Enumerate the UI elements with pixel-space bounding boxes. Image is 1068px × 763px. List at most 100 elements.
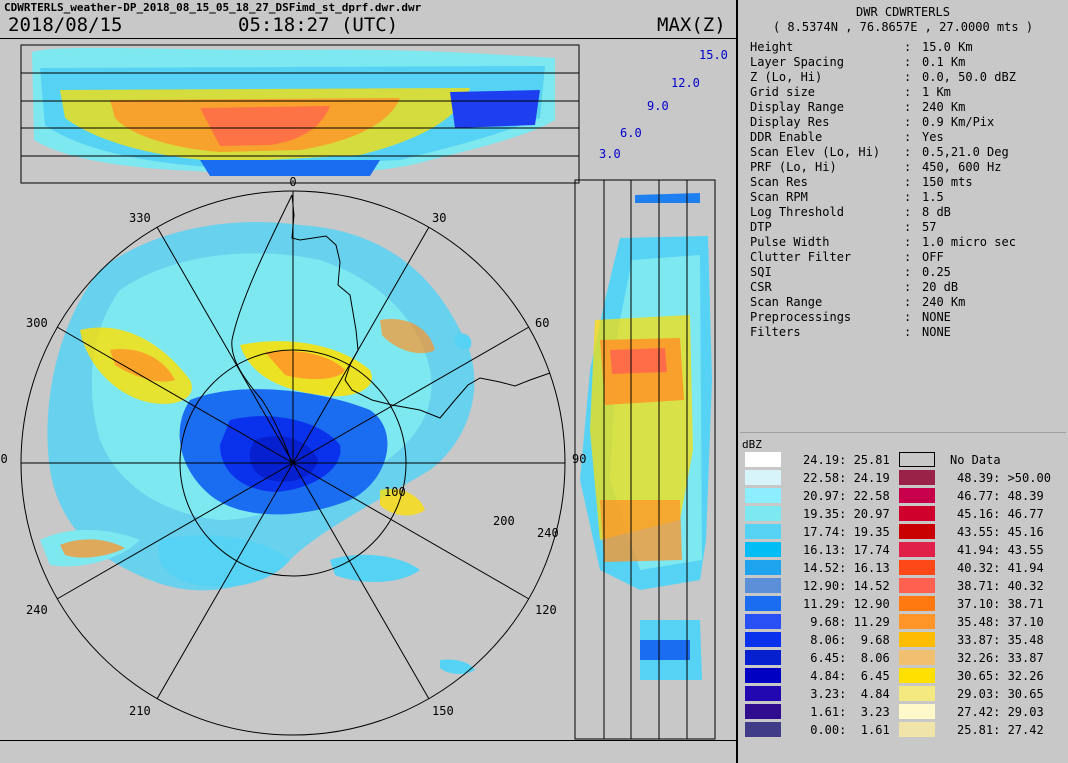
parameter-value: Yes xyxy=(922,130,944,144)
legend-swatch xyxy=(899,722,935,737)
parameter-value: 150 mts xyxy=(922,175,973,189)
parameter-row: PRF (Lo, Hi):450, 600 Hz xyxy=(750,160,1016,175)
height-tick-6: 6.0 xyxy=(620,126,642,140)
parameter-key: Pulse Width xyxy=(750,235,830,249)
legend-entry: 40.32: 41.94 xyxy=(899,560,1059,577)
parameter-separator: : xyxy=(904,175,912,189)
legend-range: 6.45: 8.06 xyxy=(803,651,890,665)
parameter-key: Filters xyxy=(750,325,801,339)
side-section-echo xyxy=(580,193,712,680)
legend-range: 29.03: 30.65 xyxy=(957,687,1044,701)
legend-swatch xyxy=(745,722,781,737)
parameter-row: Preprocessings: NONE xyxy=(750,310,1016,325)
legend-swatch xyxy=(899,650,935,665)
parameter-row: Log Threshold:8 dB xyxy=(750,205,1016,220)
parameter-value: 0.0, 50.0 dBZ xyxy=(922,70,1016,84)
legend-swatch xyxy=(745,470,781,485)
legend-entry: 1.61: 3.23 xyxy=(745,704,905,721)
parameter-separator: : xyxy=(904,295,912,309)
legend-entry: 19.35: 20.97 xyxy=(745,506,905,523)
legend-entry: 45.16: 46.77 xyxy=(899,506,1059,523)
legend-entry: 33.87: 35.48 xyxy=(899,632,1059,649)
coastline xyxy=(291,194,551,419)
range-label-100: 100 xyxy=(384,485,406,499)
parameter-separator: : xyxy=(904,310,912,324)
top-section-panel: 15.0 12.0 9.0 6.0 3.0 xyxy=(20,44,728,184)
parameter-separator: : xyxy=(904,130,912,144)
parameter-row: DTP:57 xyxy=(750,220,1016,235)
legend-entry: 8.06: 9.68 xyxy=(745,632,905,649)
legend-entry: 30.65: 32.26 xyxy=(899,668,1059,685)
parameter-table: Height:15.0 Km Layer Spacing:0.1 Km Z (Lo,… xyxy=(750,40,1016,340)
legend-swatch xyxy=(745,524,781,539)
parameter-row: Scan Res:150 mts xyxy=(750,175,1016,190)
legend-swatch xyxy=(745,452,781,467)
legend-entry: 17.74: 19.35 xyxy=(745,524,905,541)
legend-entry: 43.55: 45.16 xyxy=(899,524,1059,541)
parameter-row: Layer Spacing:0.1 Km xyxy=(750,55,1016,70)
legend-range: 12.90: 14.52 xyxy=(803,579,890,593)
legend-range: 16.13: 17.74 xyxy=(803,543,890,557)
parameter-row: DDR Enable: Yes xyxy=(750,130,1016,145)
parameter-separator: : xyxy=(904,70,912,84)
legend-entry: 16.13: 17.74 xyxy=(745,542,905,559)
legend-no-data-label: No Data xyxy=(950,453,1001,467)
azimuth-label-30: 30 xyxy=(432,211,446,225)
legend-range: 17.74: 19.35 xyxy=(803,525,890,539)
parameter-row: Z (Lo, Hi):0.0, 50.0 dBZ xyxy=(750,70,1016,85)
parameter-value: 0.5,21.0 Deg xyxy=(922,145,1009,159)
parameter-key: Scan RPM xyxy=(750,190,808,204)
legend-divider xyxy=(740,432,1066,433)
parameter-value: 1.0 micro sec xyxy=(922,235,1016,249)
legend-entry: 35.48: 37.10 xyxy=(899,614,1059,631)
legend-swatch xyxy=(745,650,781,665)
legend-swatch xyxy=(745,578,781,593)
parameter-row: Clutter Filter: OFF xyxy=(750,250,1016,265)
parameter-separator: : xyxy=(904,250,912,264)
parameter-key: Preprocessings xyxy=(750,310,852,324)
legend-entry: 25.81: 27.42 xyxy=(899,722,1059,739)
legend-range: 0.00: 1.61 xyxy=(803,723,890,737)
azimuth-label-0: 0 xyxy=(289,175,296,189)
parameter-value: 0.1 Km xyxy=(922,55,966,69)
legend-swatch xyxy=(745,632,781,647)
height-tick-3: 3.0 xyxy=(599,147,621,161)
legend-range: 1.61: 3.23 xyxy=(803,705,890,719)
date-label: 2018/08/15 xyxy=(8,14,123,36)
parameter-value: NONE xyxy=(922,325,951,339)
parameter-value: 0.25 xyxy=(922,265,951,279)
parameter-separator: : xyxy=(904,160,912,174)
parameter-row: Grid size:1 Km xyxy=(750,85,1016,100)
top-section-echo xyxy=(32,47,555,176)
parameter-separator: : xyxy=(904,55,912,69)
legend-range: 43.55: 45.16 xyxy=(957,525,1044,539)
legend-entry: 32.26: 33.87 xyxy=(899,650,1059,667)
parameter-key: Grid size xyxy=(750,85,816,99)
legend-range: 14.52: 16.13 xyxy=(803,561,890,575)
parameter-separator: : xyxy=(904,115,912,129)
parameter-separator: : xyxy=(904,190,912,204)
parameter-value: 8 dB xyxy=(922,205,951,219)
legend-range: 11.29: 12.90 xyxy=(803,597,890,611)
parameter-separator: : xyxy=(904,205,912,219)
azimuth-spokes xyxy=(21,191,565,700)
legend-range: 35.48: 37.10 xyxy=(957,615,1044,629)
parameter-row: Scan Elev (Lo, Hi):0.5,21.0 Deg xyxy=(750,145,1016,160)
legend-range: 24.19: 25.81 xyxy=(803,453,890,467)
parameter-separator: : xyxy=(904,280,912,294)
file-title: CDWRTERLS_weather-DP_2018_08_15_05_18_27… xyxy=(4,1,422,14)
legend-range: 4.84: 6.45 xyxy=(803,669,890,683)
legend-range: 8.06: 9.68 xyxy=(803,633,890,647)
parameter-separator: : xyxy=(904,145,912,159)
parameter-value: 450, 600 Hz xyxy=(922,160,1002,174)
height-tick-15: 15.0 xyxy=(699,48,728,62)
header-divider xyxy=(0,38,737,39)
parameter-key: Clutter Filter xyxy=(750,250,852,264)
parameter-key: DDR Enable xyxy=(750,130,823,144)
parameter-value: 15.0 Km xyxy=(922,40,973,54)
parameter-key: CSR xyxy=(750,280,772,294)
parameter-value: OFF xyxy=(922,250,944,264)
parameter-separator: : xyxy=(904,235,912,249)
parameter-key: Log Threshold xyxy=(750,205,844,219)
parameter-separator: : xyxy=(904,325,912,339)
